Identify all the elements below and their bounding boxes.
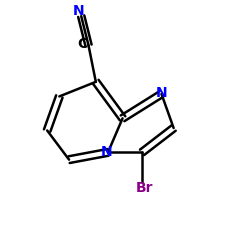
Text: C: C [77,37,88,51]
Text: N: N [156,86,167,100]
Text: N: N [73,4,85,18]
Text: N: N [101,145,112,159]
Text: Br: Br [136,181,153,195]
